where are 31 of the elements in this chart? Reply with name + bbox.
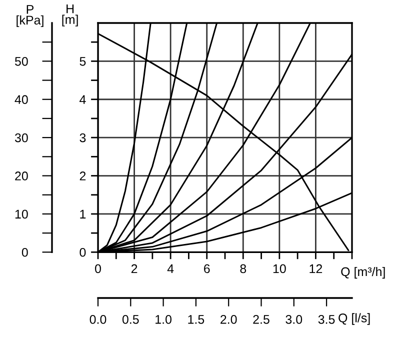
x2-tick-label: 1.0	[156, 314, 172, 324]
y2-tick-label: 20	[15, 172, 28, 180]
x2-tick-label: 2.0	[220, 314, 237, 324]
x-tick-label: 4	[167, 264, 174, 274]
y2-axis-title: P [kPa]	[16, 5, 44, 28]
y2-tick-label: 30	[14, 133, 28, 142]
x2-tick-label: 0.0	[90, 314, 106, 324]
y-tick-label: 3	[80, 133, 86, 142]
x-tick-label: 6	[204, 264, 210, 274]
x-axis-title: Q [m³/h]	[341, 266, 385, 279]
x2-tick-label: 2.5	[253, 314, 270, 324]
y2-tick-label: 0	[22, 248, 28, 257]
x-tick-label: 2	[131, 264, 138, 274]
y-axis-title: H [m]	[62, 4, 78, 26]
x2-tick-label: 3.5	[318, 314, 335, 324]
y-tick-label: 1	[80, 210, 86, 218]
x2-axis-title: Q [l/s]	[338, 313, 370, 325]
x-tick-label: 0	[95, 264, 101, 274]
x-tick-label: 12	[310, 264, 322, 274]
y2-tick-label: 40	[14, 95, 28, 104]
y2-tick-label: 10	[15, 210, 28, 219]
y2-tick-label: 50	[14, 56, 28, 66]
y-tick-label: 5	[80, 57, 86, 66]
x-tick-label: 10	[273, 264, 286, 274]
x2-tick-label: 0.5	[122, 314, 139, 324]
x2-tick-label: 1.5	[188, 315, 204, 324]
x2-tick-label: 3.0	[286, 314, 302, 324]
x-tick-label: 8	[240, 264, 246, 274]
y-tick-label: 4	[80, 95, 86, 104]
y-tick-label: 0	[80, 248, 86, 257]
y-tick-label: 2	[80, 172, 86, 180]
